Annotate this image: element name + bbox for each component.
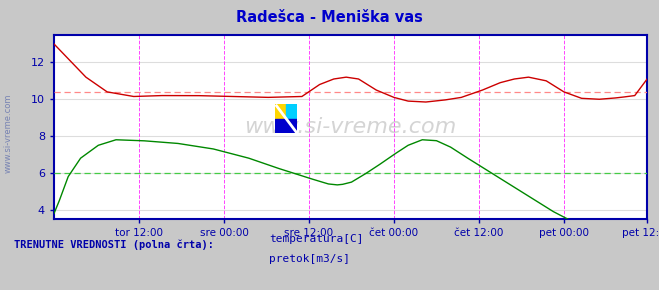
Text: TRENUTNE VREDNOSTI (polna črta):: TRENUTNE VREDNOSTI (polna črta): xyxy=(14,239,214,250)
Text: temperatura[C]: temperatura[C] xyxy=(269,234,363,244)
Text: Radešca - Meniška vas: Radešca - Meniška vas xyxy=(236,10,423,25)
Text: pretok[m3/s]: pretok[m3/s] xyxy=(269,254,350,264)
Text: www.si-vreme.com: www.si-vreme.com xyxy=(4,94,13,173)
Text: www.si-vreme.com: www.si-vreme.com xyxy=(244,117,457,137)
